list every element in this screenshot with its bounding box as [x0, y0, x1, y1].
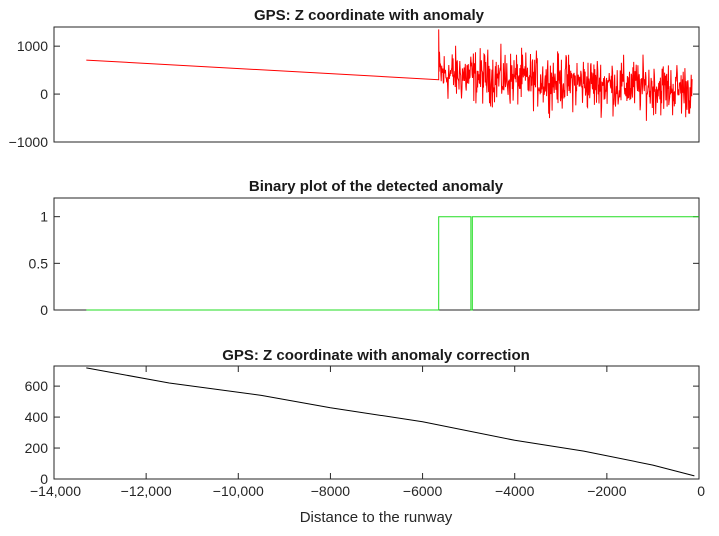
plot-area [53, 365, 700, 480]
x-tick-label: −6000 [403, 483, 443, 499]
x-axis-label: Distance to the runway [300, 509, 453, 526]
y-axis: −1000 0 1000 [9, 38, 699, 150]
y-tick-label: 0 [40, 86, 48, 102]
series-line-anomaly-flag [86, 216, 699, 311]
panel-binary-anomaly: Binary plot of the detected anomaly 0 0.5… [29, 178, 700, 318]
y-tick-label: 1 [40, 209, 48, 225]
series-group [86, 29, 693, 121]
x-tick-label: −10,000 [213, 483, 264, 499]
y-tick-label: 400 [25, 409, 49, 425]
y-tick-label: 600 [25, 378, 49, 394]
panel-title: GPS: Z coordinate with anomaly [254, 7, 485, 24]
x-tick-label: 0 [697, 483, 705, 499]
panel-gps-z-anomaly: GPS: Z coordinate with anomaly −1000 0 100… [9, 7, 700, 150]
x-tick-label: −12,000 [121, 483, 172, 499]
y-tick-label: 0 [40, 471, 48, 487]
y-tick-label: 200 [25, 440, 49, 456]
series-line-z-corrected [86, 367, 695, 477]
x-tick-label: −2000 [587, 483, 627, 499]
panel-title: Binary plot of the detected anomaly [249, 178, 504, 195]
series-line-z-anomaly [86, 29, 693, 121]
y-tick-label: 0 [40, 302, 48, 318]
x-tick-label: −4000 [495, 483, 535, 499]
plot-area [53, 26, 700, 143]
series-group [86, 216, 699, 311]
panel-title: GPS: Z coordinate with anomaly correctio… [222, 347, 530, 364]
y-tick-label: 1000 [17, 38, 48, 54]
series-group [86, 367, 695, 477]
x-axis: −14,000 −12,000 −10,000 −8000 −6000 −4000 −200… [30, 366, 705, 499]
panel-gps-z-corrected: GPS: Z coordinate with anomaly correctio… [25, 347, 706, 526]
y-tick-label: 0.5 [29, 255, 49, 271]
y-axis: 0 200 400 600 [25, 378, 699, 487]
x-tick-label: −8000 [311, 483, 351, 499]
plot-area [53, 197, 700, 311]
x-tick-label: −14,000 [30, 483, 81, 499]
y-tick-label: −1000 [9, 134, 49, 150]
